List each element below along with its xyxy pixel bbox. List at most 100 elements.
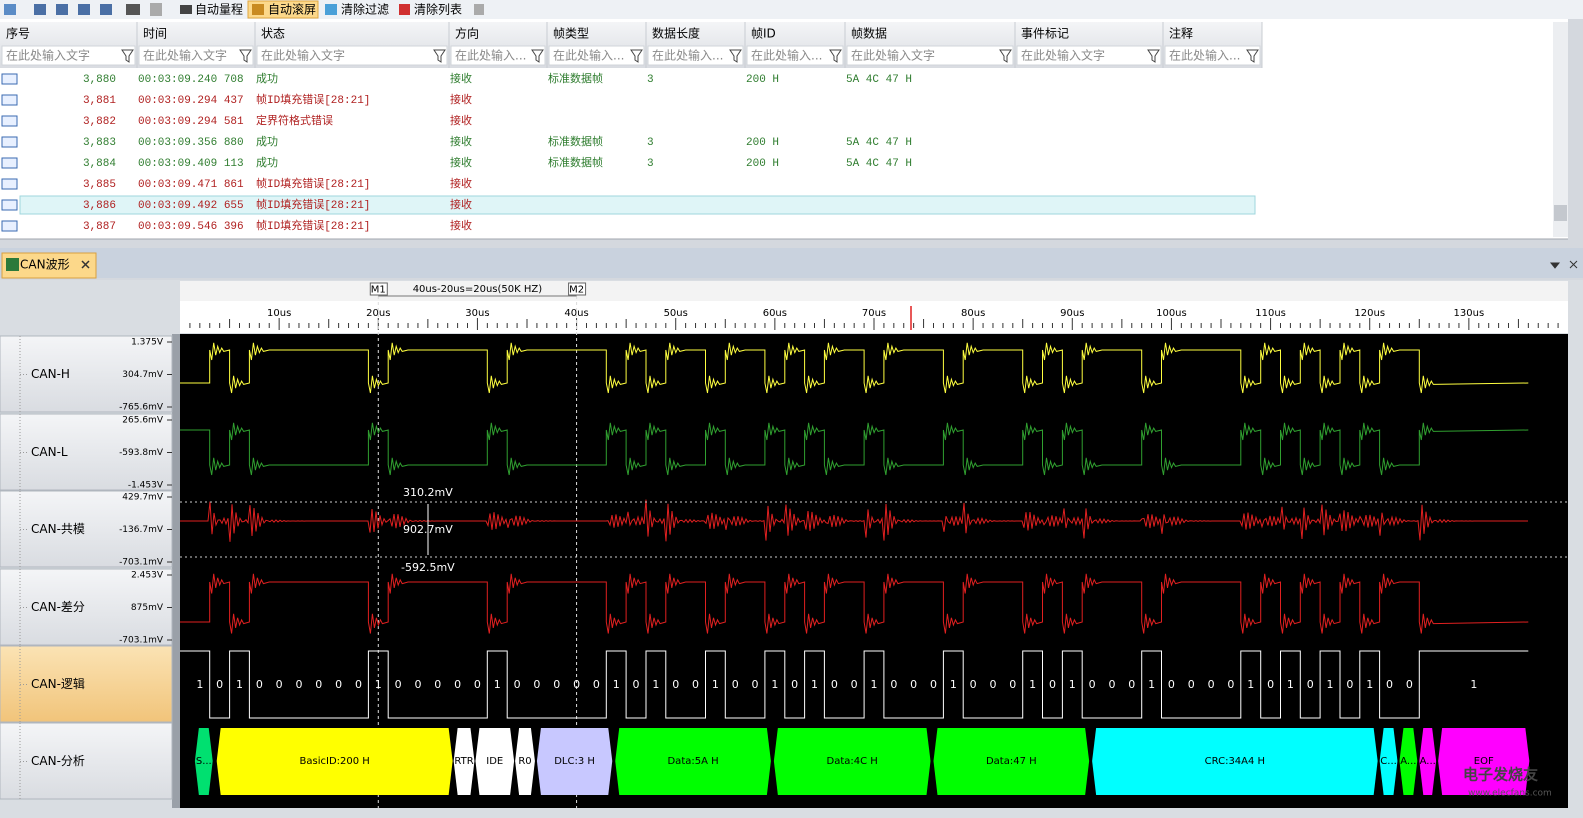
channel-header[interactable] <box>0 722 173 800</box>
analysis-segment[interactable] <box>1419 728 1437 795</box>
column-header[interactable]: 帧数据 <box>851 26 887 41</box>
table-cell: 00:03:09.294 437 <box>138 95 244 107</box>
filter-input[interactable] <box>548 45 645 66</box>
analysis-segment[interactable] <box>1379 728 1398 795</box>
marker-flag[interactable] <box>568 282 587 296</box>
filter-input[interactable] <box>647 45 744 66</box>
filter-input[interactable] <box>1 45 136 66</box>
logic-bit: 0 <box>989 678 996 691</box>
filter-input[interactable] <box>746 45 844 66</box>
filter-button[interactable] <box>1147 49 1160 63</box>
analysis-segment[interactable] <box>216 728 453 795</box>
marker-flag[interactable] <box>369 282 388 296</box>
filter-button[interactable] <box>239 49 252 63</box>
filter-placeholder[interactable]: 在此处输入文字 <box>143 48 227 63</box>
filter-placeholder[interactable]: 在此处输入文字 <box>851 48 935 63</box>
channel-header[interactable] <box>0 413 173 491</box>
filter-button[interactable] <box>433 49 446 63</box>
column-header[interactable]: 帧ID <box>751 27 776 41</box>
tab-label[interactable]: CAN波形 <box>20 258 70 272</box>
filter-placeholder[interactable]: 在此处输入... <box>455 48 526 63</box>
filter-placeholder[interactable]: 在此处输入文字 <box>261 48 345 63</box>
logic-bit: 0 <box>1128 678 1135 691</box>
filter-input[interactable] <box>846 45 1014 66</box>
analysis-segment[interactable] <box>536 728 613 795</box>
table-cell: 帧ID填充错误[28:21] <box>256 218 370 233</box>
analysis-segment[interactable] <box>194 728 213 795</box>
toolbar-button[interactable]: 清除列表 <box>414 2 462 17</box>
filter-placeholder[interactable]: 在此处输入... <box>751 48 822 63</box>
filter-button[interactable] <box>121 49 134 63</box>
wave-can-diff <box>180 573 1529 634</box>
table-cell: 3 <box>647 74 654 86</box>
tab-icon <box>6 258 19 271</box>
scrollbar[interactable] <box>1553 22 1568 237</box>
filter-button[interactable] <box>829 49 842 63</box>
analysis-label: EOF <box>1474 756 1494 767</box>
analysis-segment[interactable] <box>773 728 931 795</box>
analysis-segment[interactable] <box>475 728 515 795</box>
panel-controls[interactable] <box>1549 260 1578 269</box>
row-icon <box>1 178 18 190</box>
filter-input[interactable] <box>450 45 546 66</box>
analysis-segment[interactable] <box>1399 728 1418 795</box>
analysis-label: A... <box>1400 756 1416 767</box>
channel-header[interactable] <box>0 645 173 723</box>
filter-placeholder[interactable]: 在此处输入文字 <box>6 48 90 63</box>
table-cell: 接收 <box>450 71 472 86</box>
toolbar-icons <box>4 3 484 16</box>
analysis-segment[interactable] <box>933 728 1090 795</box>
channel-header[interactable] <box>0 490 173 568</box>
column-header[interactable]: 方向 <box>455 26 479 41</box>
logic-bit: 1 <box>652 678 659 691</box>
column-header[interactable]: 序号 <box>6 26 30 41</box>
channel-header[interactable] <box>0 335 173 413</box>
tab-bar <box>0 248 1583 278</box>
x-tick-label: 120us <box>1354 308 1385 319</box>
toolbar-button[interactable]: 自动滚屏 <box>268 2 316 17</box>
column-header[interactable]: 帧类型 <box>553 27 589 41</box>
filter-button[interactable] <box>729 49 742 63</box>
filter-placeholder[interactable]: 在此处输入... <box>553 48 624 63</box>
column-header[interactable]: 注释 <box>1169 26 1193 41</box>
toolbar-button[interactable]: 自动量程 <box>195 2 243 17</box>
column-header[interactable]: 数据长度 <box>652 26 700 41</box>
scroll-thumb[interactable] <box>1554 205 1567 221</box>
analysis-label: Data:47 H <box>986 756 1037 767</box>
wave-content: 10us 20us 30us 40us 50us 60us 70us 80us 90us 100u… <box>0 282 1568 808</box>
filter-input[interactable] <box>256 45 448 66</box>
analysis-segment[interactable] <box>615 728 771 795</box>
filter-button[interactable] <box>630 49 643 63</box>
logic-trace <box>180 650 1529 719</box>
watermark: 电子发烧友 <box>1463 766 1538 784</box>
column-header[interactable]: 状态 <box>261 27 285 41</box>
toolbar-button[interactable]: 清除过滤 <box>341 2 389 17</box>
filter-button[interactable] <box>999 49 1012 63</box>
filter-button[interactable] <box>531 49 544 63</box>
column-header[interactable]: 时间 <box>143 27 167 41</box>
filter-input[interactable] <box>1164 45 1261 66</box>
tab-close[interactable] <box>81 260 90 269</box>
logic-bit: 1 <box>236 678 243 691</box>
table-cell: 00:03:09.240 708 <box>138 74 244 86</box>
row-icon <box>1 94 18 106</box>
scale-label: 265.6mV <box>122 416 164 426</box>
analysis-segment[interactable] <box>1438 728 1530 795</box>
filter-button[interactable] <box>1246 49 1259 63</box>
table-cell: 接收 <box>450 155 472 170</box>
x-tick-label: 20us <box>366 308 390 319</box>
analysis-segment[interactable] <box>1092 728 1378 795</box>
table-cell: 帧ID填充错误[28:21] <box>256 197 370 212</box>
filter-placeholder[interactable]: 在此处输入文字 <box>1021 48 1105 63</box>
analysis-label: BasicID:200 H <box>300 756 370 767</box>
filter-input[interactable] <box>138 45 254 66</box>
logic-bit: 1 <box>712 678 719 691</box>
filter-input[interactable] <box>1016 45 1162 66</box>
analysis-segment[interactable] <box>515 728 535 795</box>
analysis-segment[interactable] <box>453 728 475 795</box>
filter-placeholder[interactable]: 在此处输入... <box>652 48 723 63</box>
filter-placeholder[interactable]: 在此处输入... <box>1169 48 1240 63</box>
tree-line <box>19 646 28 723</box>
table-cell: 3 <box>647 158 654 170</box>
column-header[interactable]: 事件标记 <box>1021 27 1069 41</box>
